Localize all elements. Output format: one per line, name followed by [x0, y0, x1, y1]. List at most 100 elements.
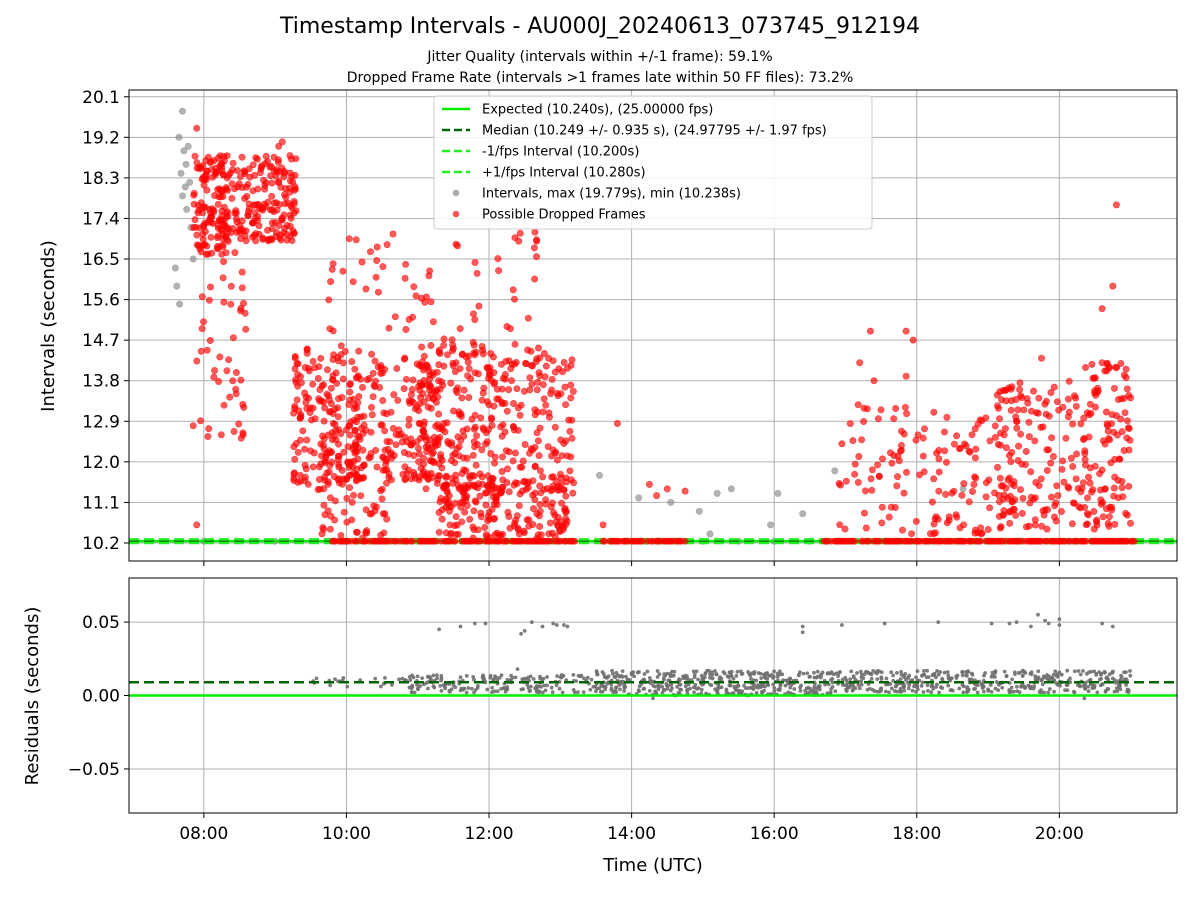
interval-point: [186, 178, 194, 186]
residual-point: [595, 672, 600, 676]
residual-point: [610, 668, 615, 673]
dropped-frame-point: [1081, 450, 1089, 458]
dropped-frame-point: [242, 237, 250, 245]
residual-point: [707, 668, 711, 673]
dropped-frame-point: [379, 396, 387, 404]
dropped-frame-point: [325, 447, 333, 455]
residual-point: [469, 686, 474, 691]
dropped-frame-point: [1059, 457, 1067, 465]
interval-point: [173, 282, 181, 290]
dropped-frame-point: [638, 537, 646, 545]
residual-point: [522, 676, 527, 681]
residual-point: [565, 624, 570, 629]
residual-point: [1029, 670, 1034, 675]
dropped-frame-point: [955, 445, 963, 453]
dropped-frame-point: [484, 364, 492, 372]
residual-point: [833, 689, 838, 694]
residual-point: [867, 686, 872, 691]
dropped-frame-point: [1055, 406, 1063, 414]
residual-point: [1081, 669, 1085, 673]
dropped-frame-point: [363, 376, 371, 384]
dropped-frame-point: [290, 476, 298, 484]
dropped-frame-point: [1091, 389, 1099, 397]
dropped-frame-point: [366, 248, 374, 256]
residual-point: [734, 674, 739, 678]
residual-point: [675, 685, 680, 689]
residual-point: [686, 677, 691, 682]
residual-point: [729, 669, 734, 674]
interval-point: [767, 521, 775, 529]
dropped-frame-point: [1117, 359, 1125, 367]
dropped-frame-point: [1012, 413, 1020, 421]
dropped-frame-point: [195, 207, 203, 215]
dropped-frame-point: [315, 475, 323, 483]
dropped-frame-point: [935, 487, 943, 495]
dropped-frame-point: [550, 509, 558, 517]
dropped-frame-point: [371, 357, 379, 365]
dropped-frame-point: [1043, 466, 1051, 474]
dropped-frame-point: [319, 381, 327, 389]
dropped-frame-point: [1005, 451, 1013, 459]
dropped-frame-point: [204, 432, 212, 440]
dropped-frame-point: [232, 390, 240, 398]
dropped-frame-point: [455, 452, 463, 460]
dropped-frame-point: [303, 349, 311, 357]
dropped-frame-point: [841, 525, 849, 533]
residual-point: [333, 677, 337, 682]
dropped-frame-point: [1014, 406, 1022, 414]
dropped-frame-point: [548, 375, 556, 383]
residual-point: [815, 669, 820, 674]
dropped-frame-point: [328, 458, 336, 466]
dropped-frame-point: [275, 178, 283, 186]
residual-point: [555, 674, 560, 679]
interval-point: [175, 133, 183, 141]
residual-point: [1002, 669, 1007, 674]
dropped-frame-point: [1104, 519, 1112, 527]
residual-point: [934, 685, 939, 689]
dropped-frame-point: [515, 237, 523, 245]
dropped-frame-point: [444, 437, 452, 445]
dropped-frame-point: [437, 454, 445, 462]
residual-point: [893, 684, 898, 689]
dropped-frame-point: [1035, 394, 1043, 402]
residual-point: [614, 670, 619, 675]
dropped-frame-point: [953, 432, 961, 440]
dropped-frame-point: [290, 229, 298, 237]
residual-point: [562, 623, 566, 627]
dropped-frame-point: [493, 501, 501, 509]
residual-point: [462, 686, 467, 691]
dropped-frame-point: [487, 488, 495, 496]
dropped-frame-point: [368, 350, 376, 358]
dropped-frame-point: [415, 458, 423, 466]
dropped-frame-point: [520, 387, 528, 395]
dropped-frame-point: [1090, 507, 1098, 515]
residual-point: [736, 683, 741, 688]
dropped-frame-point: [380, 529, 388, 537]
dropped-frame-point: [415, 476, 423, 484]
dropped-frame-point: [319, 432, 327, 440]
dropped-frame-point: [870, 377, 878, 385]
dropped-frame-point: [1038, 354, 1046, 362]
dropped-frame-point: [653, 492, 661, 500]
dropped-frame-point: [1009, 505, 1017, 513]
residual-point: [1059, 672, 1064, 677]
dropped-frame-point: [362, 506, 370, 514]
dropped-frame-point: [337, 342, 345, 350]
residual-point: [859, 682, 864, 687]
dropped-frame-point: [1127, 519, 1135, 527]
dropped-frame-point: [422, 443, 430, 451]
interval-point: [727, 485, 735, 493]
dropped-frame-point: [309, 357, 317, 365]
legend-dot-swatch: [452, 210, 460, 218]
baseline-dropped-points: [328, 537, 1138, 545]
dropped-frame-point: [344, 443, 352, 451]
residual-point: [1124, 670, 1128, 675]
residual-point: [798, 685, 803, 690]
dropped-frame-point: [533, 237, 541, 245]
residual-point: [620, 681, 625, 685]
y-tick-label: 14.7: [82, 331, 120, 351]
dropped-frame-point: [868, 466, 876, 474]
residual-point: [527, 689, 532, 694]
dropped-frame-point: [1112, 412, 1120, 420]
dropped-frame-point: [197, 248, 205, 256]
